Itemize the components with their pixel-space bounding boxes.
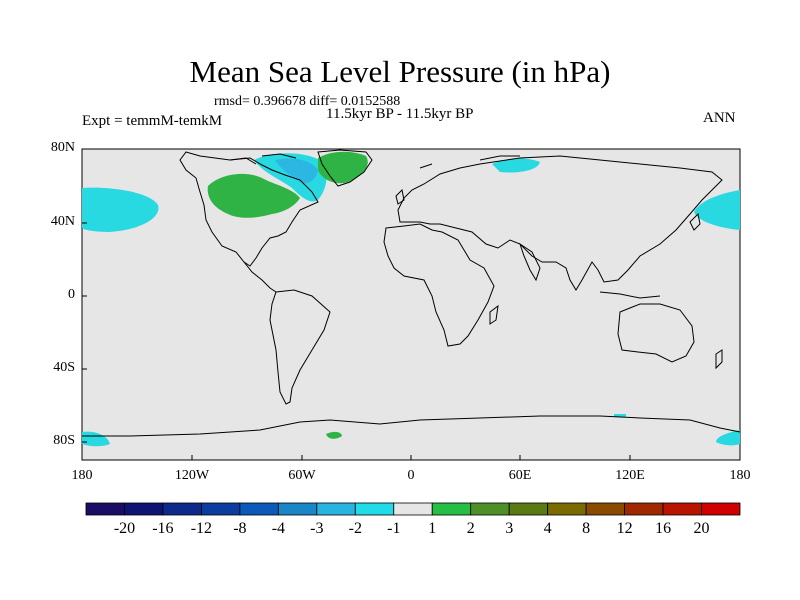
- period-label: 11.5kyr BP - 11.5kyr BP: [326, 106, 474, 122]
- lat-label-80s: 80S: [53, 433, 75, 448]
- lat-label-40n: 40N: [50, 214, 75, 229]
- colorbar-label: -16: [152, 520, 174, 537]
- colorbar-swatch: [124, 502, 164, 516]
- coast-new-zealand: [715, 349, 723, 370]
- anomaly-antarctic-west: [82, 431, 110, 447]
- colorbar-label: -3: [310, 520, 324, 537]
- lon-label-180e: 180: [729, 468, 751, 483]
- coast-south-america: [269, 289, 331, 405]
- colorbar: [85, 502, 741, 516]
- axis-ticks: [81, 148, 741, 460]
- colorbar-swatch: [585, 502, 625, 516]
- anomaly-greenland: [318, 151, 368, 184]
- lon-label-0: 0: [407, 468, 415, 483]
- colorbar-label: -1: [387, 520, 401, 537]
- colorbar-swatch: [354, 502, 395, 516]
- coast-indonesia: [599, 291, 661, 299]
- colorbar-swatch: [316, 502, 356, 516]
- colorbar-swatch: [701, 502, 741, 516]
- lon-label-60w: 60W: [288, 468, 316, 483]
- colorbar-label: 20: [693, 520, 710, 537]
- lon-label-60e: 60E: [508, 468, 532, 483]
- coast-uk: [395, 188, 405, 205]
- colorbar-swatch: [239, 502, 279, 516]
- coast-north-america: [179, 151, 319, 267]
- colorbar-swatch: [393, 502, 433, 516]
- anomaly-antarctic-east: [716, 430, 740, 446]
- anomaly-north-america: [207, 173, 300, 218]
- anomaly-antarctic-green: [326, 431, 342, 439]
- anomaly-north-pacific-east: [694, 190, 740, 230]
- colorbar-label: 1: [428, 520, 437, 537]
- coast-arctic-islands: [229, 153, 520, 169]
- anomaly-fills: [82, 151, 740, 447]
- coast-madagascar: [489, 304, 499, 325]
- colorbar-swatch: [277, 502, 318, 516]
- anomaly-north-pacific-west: [82, 187, 159, 232]
- lon-label-180w: 180: [71, 468, 93, 483]
- chart-title: Mean Sea Level Pressure (in hPa): [189, 54, 611, 89]
- anomaly-canada-arctic-core: [275, 158, 318, 184]
- coast-eurasia: [397, 155, 723, 291]
- colorbar-label: -2: [348, 520, 362, 537]
- lon-label-120e: 120E: [615, 468, 645, 483]
- colorbar-label: -12: [190, 520, 213, 537]
- lon-label-120w: 120W: [174, 468, 210, 483]
- colorbar-swatch: [85, 502, 125, 516]
- colorbar-label: 4: [543, 520, 552, 537]
- coast-india: [519, 242, 541, 282]
- colorbar-label: 2: [466, 520, 475, 537]
- coast-central-america: [243, 261, 277, 293]
- coast-africa: [383, 223, 495, 347]
- lat-label-80n: 80N: [50, 140, 75, 155]
- coast-greenland: [317, 149, 373, 187]
- colorbar-swatch: [431, 502, 472, 516]
- colorbar-label: -4: [271, 520, 286, 537]
- map-frame: [81, 148, 741, 461]
- coast-antarctica: [82, 415, 741, 437]
- experiment-label: Expt = temmM-temkM: [82, 113, 223, 129]
- anomaly-siberia: [492, 158, 540, 173]
- coastlines: [82, 149, 741, 437]
- colorbar-label: 3: [505, 520, 514, 537]
- stats-text: rmsd= 0.396678 diff= 0.0152588: [214, 94, 401, 109]
- colorbar-label: 12: [616, 520, 633, 537]
- colorbar-swatch: [624, 502, 664, 516]
- colorbar-swatch: [508, 502, 549, 516]
- colorbar-label: -8: [233, 520, 247, 537]
- colorbar-swatch: [547, 502, 587, 516]
- coast-japan: [689, 212, 701, 231]
- colorbar-label: 8: [582, 520, 591, 537]
- colorbar-label: -20: [113, 520, 136, 537]
- colorbar-swatch: [201, 502, 241, 516]
- colorbar-swatch: [662, 502, 702, 516]
- lat-label-40s: 40S: [53, 360, 75, 375]
- coast-australia: [617, 303, 695, 363]
- lat-label-0: 0: [68, 287, 75, 302]
- colorbar-swatch: [162, 502, 202, 516]
- colorbar-label: 16: [655, 520, 672, 537]
- anomaly-antarctic-small: [614, 414, 626, 417]
- colorbar-swatch: [470, 502, 510, 516]
- season-label: ANN: [703, 110, 736, 126]
